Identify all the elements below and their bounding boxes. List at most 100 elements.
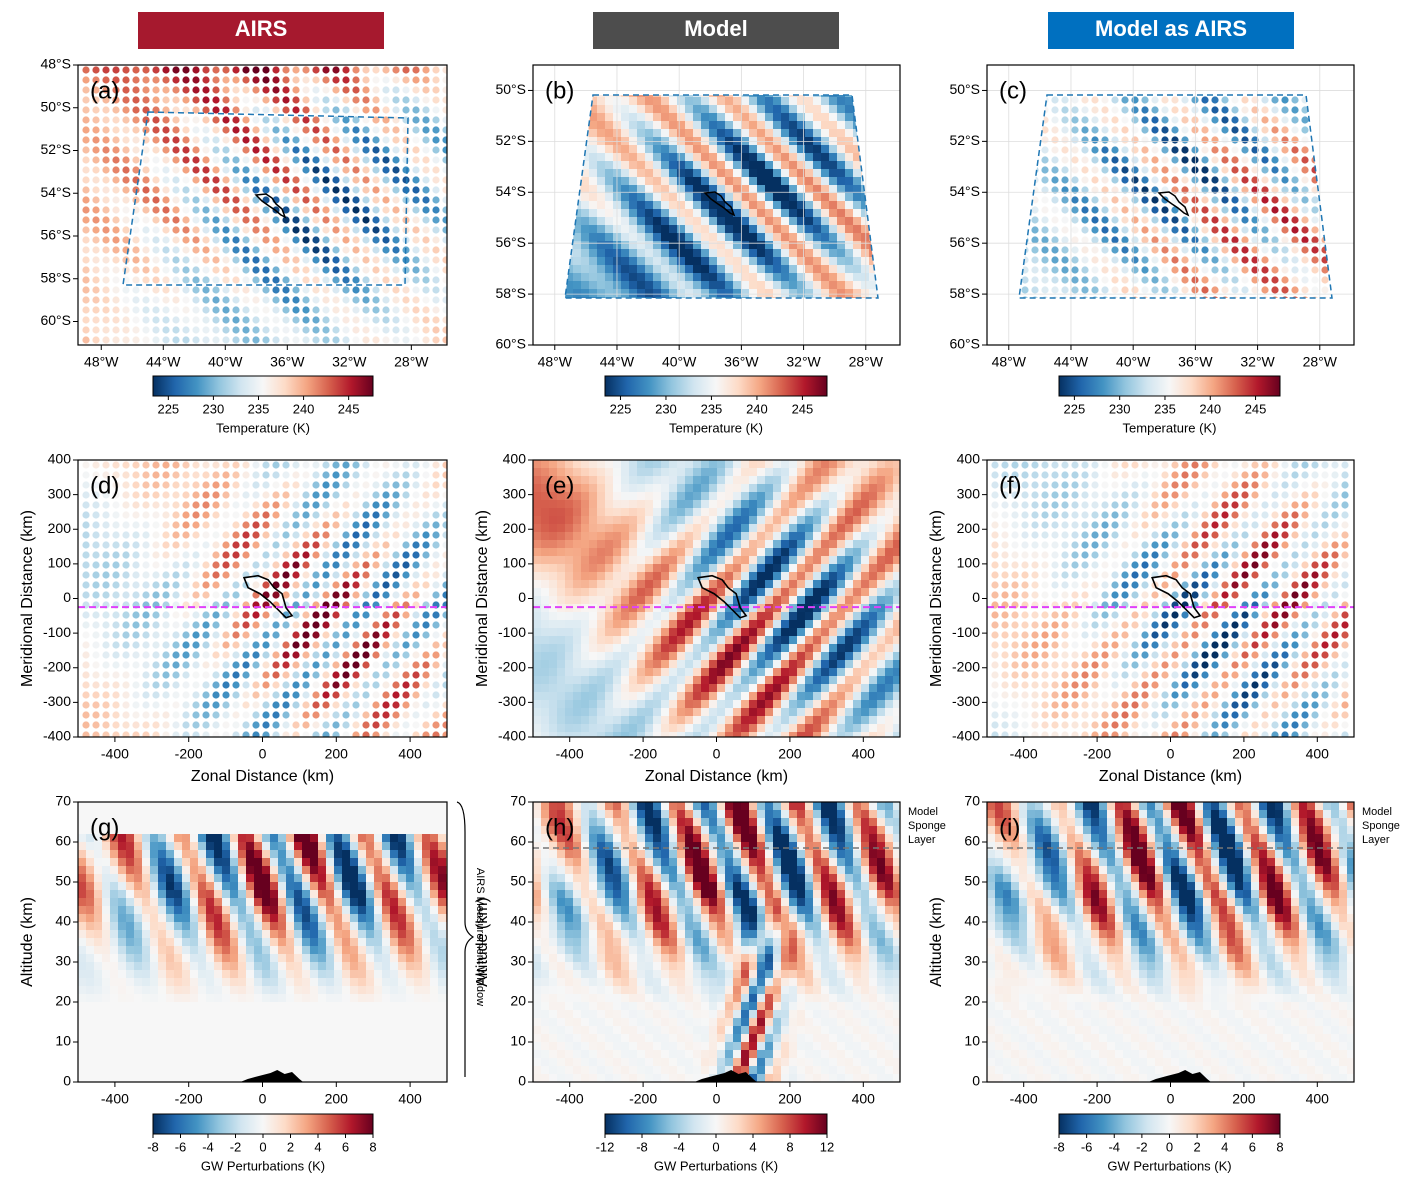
field-dot xyxy=(362,216,370,224)
field-cell xyxy=(837,257,846,266)
field-cell xyxy=(797,281,806,290)
field-cell xyxy=(605,289,614,298)
field-dot xyxy=(212,541,220,549)
field-cell xyxy=(589,161,598,170)
field-dot xyxy=(202,196,210,204)
field-dot xyxy=(1101,206,1109,214)
field-dot xyxy=(92,106,100,114)
field-cell xyxy=(685,97,694,106)
field-dot xyxy=(82,521,90,529)
field-dot xyxy=(1081,146,1089,154)
field-cell xyxy=(661,217,670,226)
field-cell xyxy=(653,113,662,122)
field-cell xyxy=(605,249,614,258)
field-dot xyxy=(432,206,440,214)
field-dot xyxy=(242,671,250,679)
field-dot xyxy=(192,651,200,659)
field-dot xyxy=(1141,256,1149,264)
field-dot xyxy=(412,671,420,679)
field-dot xyxy=(232,681,240,689)
field-dot xyxy=(402,276,410,284)
field-cell xyxy=(637,289,646,298)
field-dot xyxy=(412,481,420,489)
y-tick-label: -100 xyxy=(43,624,71,640)
field-dot xyxy=(92,136,100,144)
field-cell xyxy=(861,281,870,290)
field-dot xyxy=(382,186,390,194)
field-dot xyxy=(342,581,350,589)
field-dot xyxy=(172,136,180,144)
field-dot xyxy=(142,156,150,164)
field-dot xyxy=(322,701,330,709)
field-dot xyxy=(1161,106,1169,114)
field-dot xyxy=(1211,106,1219,114)
field-cell xyxy=(637,209,646,218)
field-dot xyxy=(442,196,447,204)
field-dot xyxy=(322,681,330,689)
field-dot xyxy=(1091,186,1099,194)
x-tick-label: 400 xyxy=(398,746,422,762)
field-cell xyxy=(661,145,670,154)
field-dot xyxy=(332,621,340,629)
field-dot xyxy=(342,146,350,154)
field-cell xyxy=(733,233,742,242)
field-dot xyxy=(332,246,340,254)
field-dot xyxy=(302,136,310,144)
field-dot xyxy=(342,96,350,104)
field-cell xyxy=(773,241,782,250)
field-dot xyxy=(432,691,440,699)
field-cell xyxy=(621,217,630,226)
field-cell xyxy=(733,468,742,477)
field-cell xyxy=(733,105,742,114)
field-dot xyxy=(82,461,90,469)
field-dot xyxy=(92,326,100,334)
field-cell xyxy=(829,129,838,138)
field-dot xyxy=(1061,116,1069,124)
field-cell xyxy=(693,265,702,274)
field-cell xyxy=(813,177,822,186)
field-dot xyxy=(442,236,447,244)
field-dot xyxy=(232,481,240,489)
field-dot xyxy=(322,236,330,244)
field-cell xyxy=(653,177,662,186)
field-dot xyxy=(1291,186,1299,194)
field-dot xyxy=(332,561,340,569)
field-cell xyxy=(765,209,774,218)
field-dot xyxy=(252,471,260,479)
x-tick-label: 48°W xyxy=(84,354,119,370)
field-cell xyxy=(805,113,814,122)
y-tick-label: 50°S xyxy=(949,81,980,97)
field-dot xyxy=(322,66,330,74)
field-dot xyxy=(1131,126,1139,134)
field-cell xyxy=(797,273,806,282)
field-dot xyxy=(242,471,250,479)
field-cell xyxy=(621,209,630,218)
field-cell xyxy=(741,249,750,258)
field-dot xyxy=(372,136,380,144)
field-dot xyxy=(1161,176,1169,184)
field-dot xyxy=(92,501,100,509)
field-cell xyxy=(677,153,686,162)
field-dot xyxy=(162,541,170,549)
field-dot xyxy=(122,236,130,244)
y-tick-label: 52°S xyxy=(40,141,71,157)
field-cell xyxy=(805,209,814,218)
field-dot xyxy=(1251,266,1259,274)
field-dot xyxy=(222,166,230,174)
field-dot xyxy=(92,286,100,294)
field-dot xyxy=(122,166,130,174)
field-dot xyxy=(182,226,190,234)
field-dot xyxy=(1141,186,1149,194)
field-dot xyxy=(232,266,240,274)
field-dot xyxy=(1151,176,1159,184)
field-cell xyxy=(669,193,678,202)
field-dot xyxy=(292,196,300,204)
field-dot xyxy=(362,116,370,124)
field-dot xyxy=(1241,276,1249,284)
field-dot xyxy=(342,266,350,274)
field-dot xyxy=(192,126,200,134)
field-dot xyxy=(1121,136,1129,144)
field-dot xyxy=(412,76,420,84)
field-dot xyxy=(82,146,90,154)
field-dot xyxy=(392,156,400,164)
